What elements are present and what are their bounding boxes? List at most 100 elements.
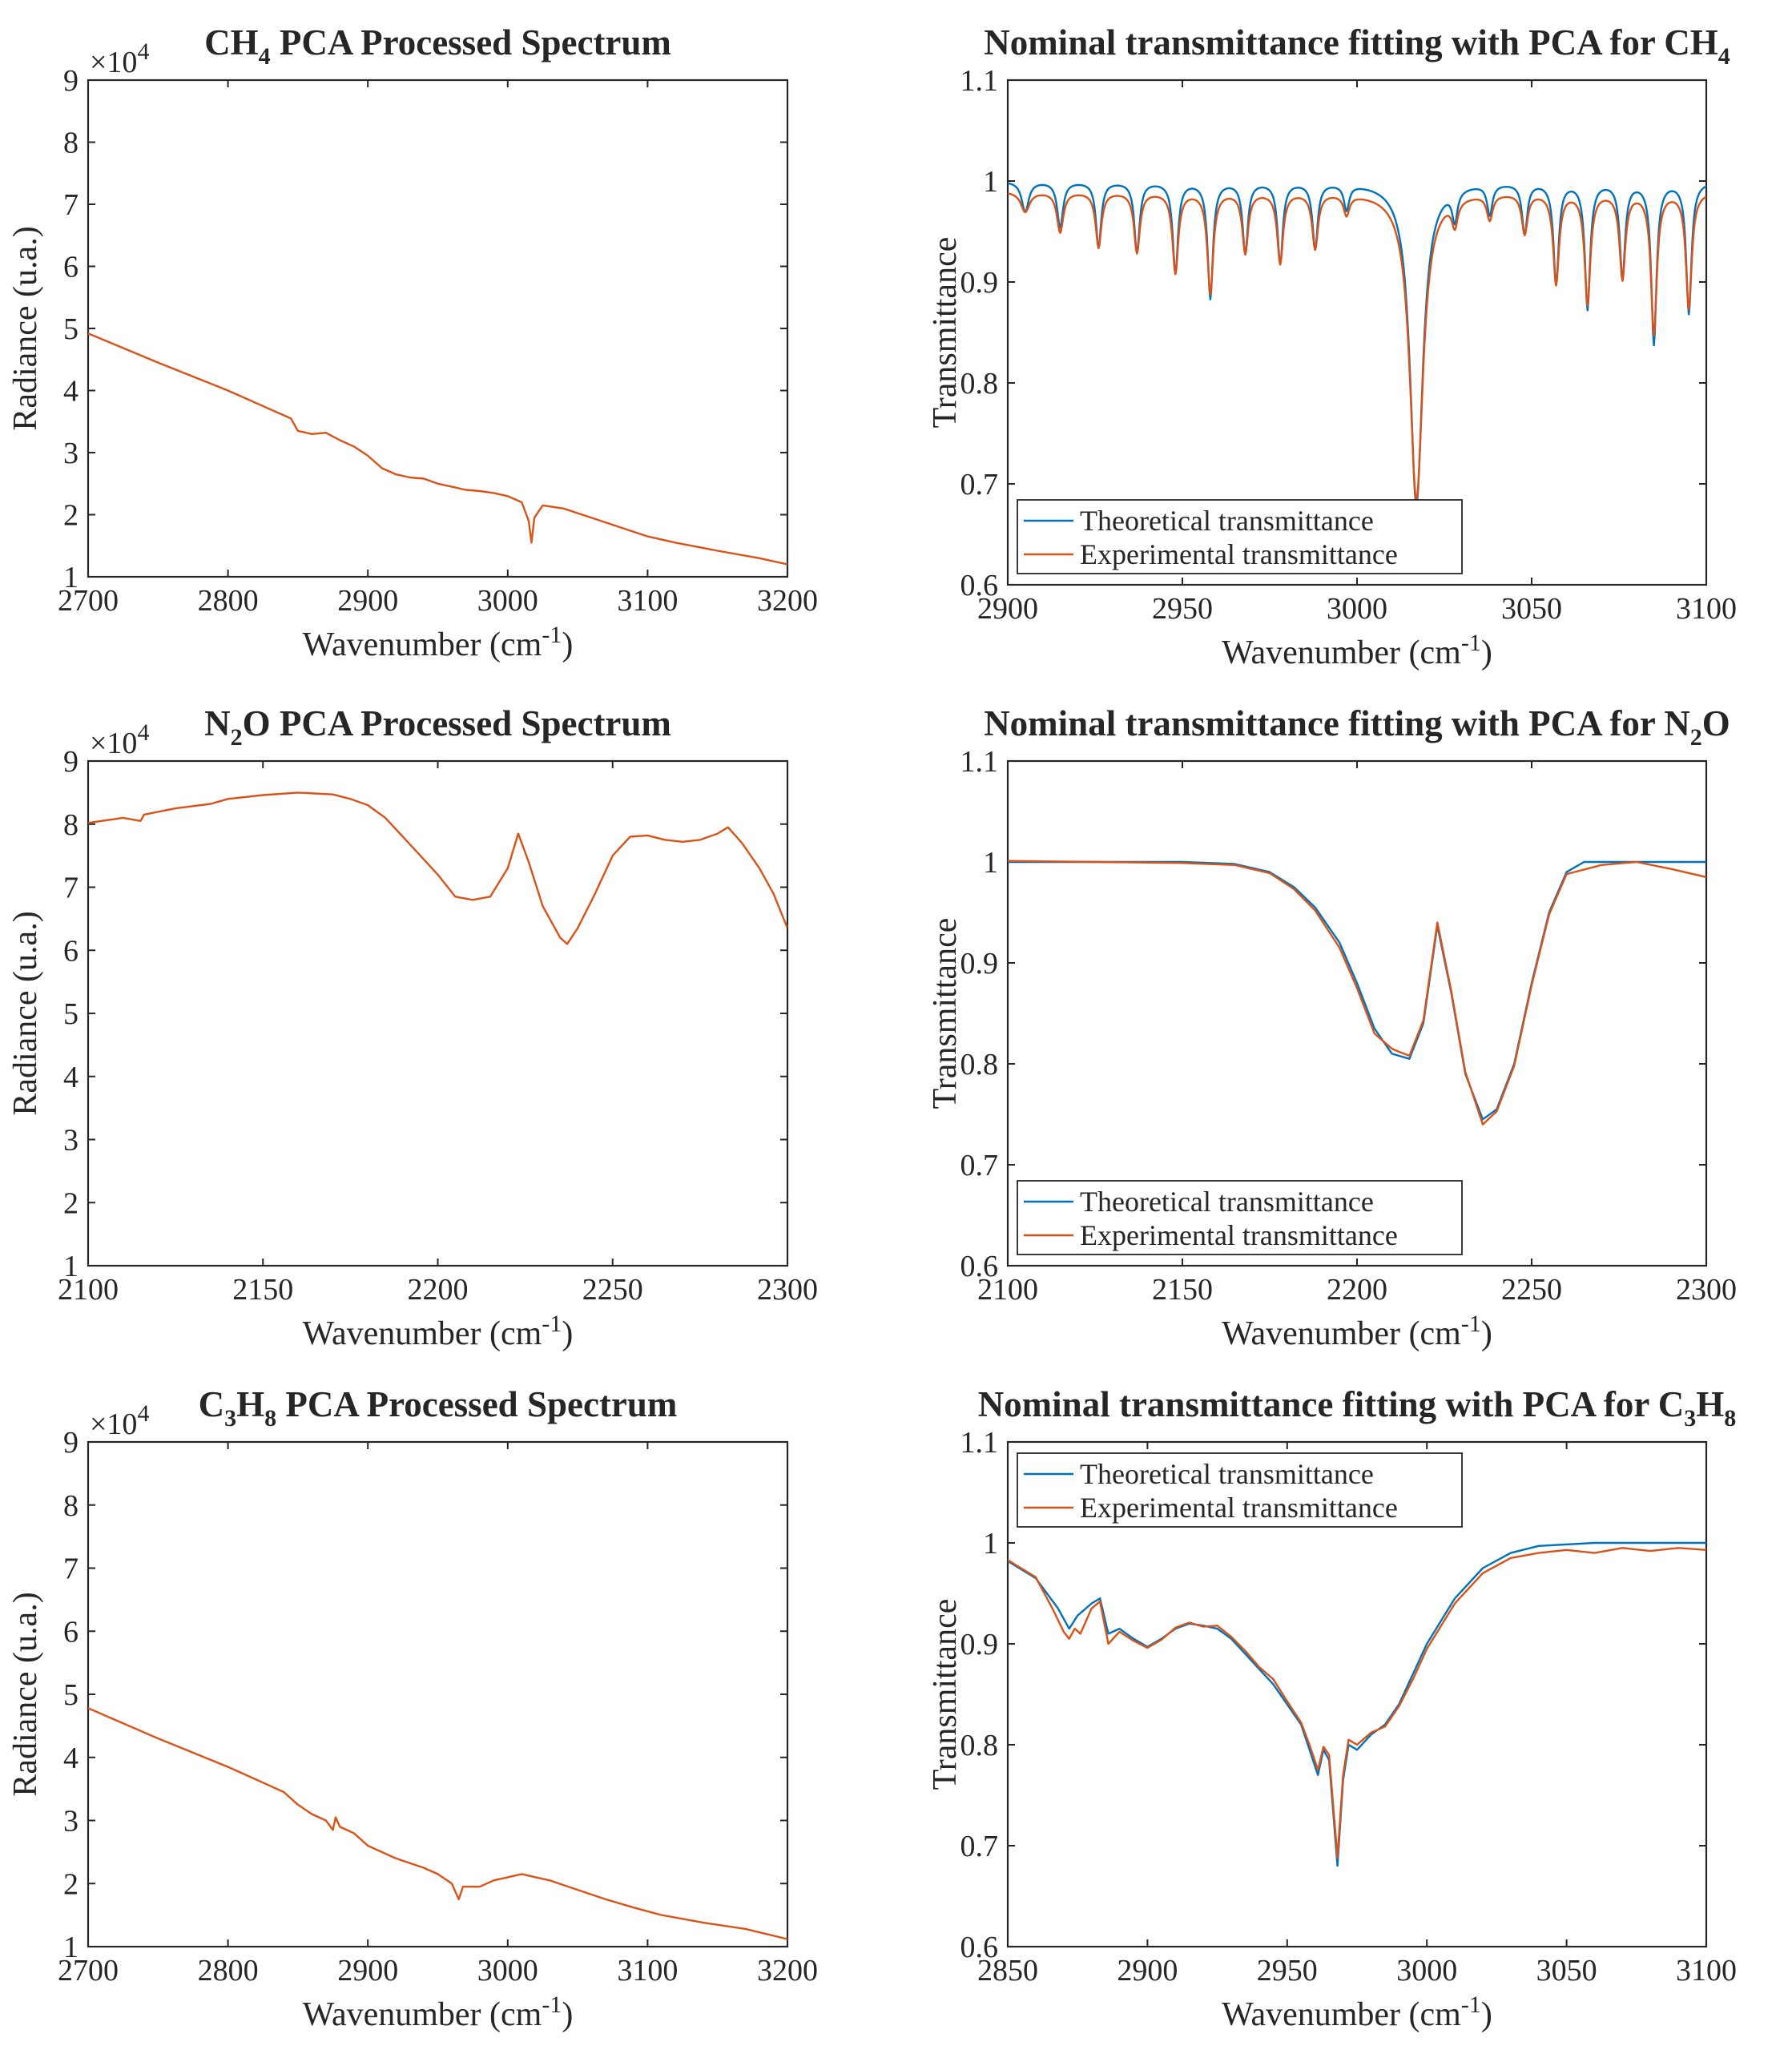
x-tick-label: 2300 xyxy=(1676,1273,1737,1307)
x-tick-label: 3100 xyxy=(617,584,678,618)
c3h8-spectrum-xlabel: Wavenumber (cm-1) xyxy=(303,1991,574,2033)
c3h8-fit-title: Nominal transmittance fitting with PCA f… xyxy=(978,1384,1737,1432)
c3h8-fit-panel: 2850 2900 2950 3000 3050 3100 0.6 0.7 0.8 0.9 1 1.1… xyxy=(927,1384,1737,2033)
ch4-fit-ylabel: Transmittance xyxy=(927,237,964,429)
y-tick-label: 6 xyxy=(63,251,79,284)
ch4-fit-legend-box xyxy=(1017,499,1463,574)
y-tick-label: 0.7 xyxy=(960,468,999,501)
y-tick-label: 7 xyxy=(63,188,79,222)
n2o-spectrum-axes-box xyxy=(87,759,789,1267)
x-tick-label: 2950 xyxy=(1257,1954,1318,1987)
y-tick-label: 1 xyxy=(983,846,998,880)
y-tick-label: 0.7 xyxy=(960,1149,999,1182)
x-tick-label: 2300 xyxy=(757,1273,818,1307)
x-tick-label: 2900 xyxy=(977,592,1038,626)
c3h8-fit-series-line xyxy=(1008,1541,1706,1867)
y-tick-label: 8 xyxy=(63,127,79,160)
legend-entry: Experimental transmittance xyxy=(1080,1492,1398,1524)
y-tick-label: 9 xyxy=(63,745,79,779)
y-tick-label: 2 xyxy=(63,1867,79,1901)
y-tick-label: 0.8 xyxy=(960,1729,999,1762)
x-tick-label: 3100 xyxy=(617,1954,678,1987)
c3h8-fit-series-line xyxy=(1008,1547,1706,1859)
y-tick-label: 5 xyxy=(63,1678,79,1712)
c3h8-fit-xlabel: Wavenumber (cm-1) xyxy=(1222,1991,1492,2033)
y-tick-label: 0.6 xyxy=(960,1931,999,1964)
x-tick-label: 3000 xyxy=(477,584,538,618)
y-multiplier: ×104 xyxy=(90,719,149,760)
y-tick-label: 1.1 xyxy=(960,745,999,779)
y-tick-label: 0.8 xyxy=(960,1048,999,1081)
y-tick-label: 9 xyxy=(63,64,79,98)
y-tick-label: 1 xyxy=(983,1527,998,1561)
y-tick-label: 0.9 xyxy=(960,947,999,981)
x-tick-label: 2850 xyxy=(977,1954,1038,1987)
x-tick-label: 2900 xyxy=(337,584,398,618)
n2o-spectrum-title: N2O PCA Processed Spectrum xyxy=(204,703,671,751)
y-tick-label: 3 xyxy=(63,437,79,470)
x-tick-label: 2800 xyxy=(198,584,259,618)
x-tick-label: 2800 xyxy=(198,1954,259,1987)
x-tick-label: 3200 xyxy=(757,1954,818,1987)
ch4-spectrum-series-line xyxy=(88,332,787,566)
y-tick-label: 4 xyxy=(63,1742,79,1775)
ch4-fit-title: Nominal transmittance fitting with PCA f… xyxy=(984,22,1730,70)
y-tick-label: 8 xyxy=(63,1489,79,1523)
c3h8-fit-ylabel: Transmittance xyxy=(927,1599,964,1790)
y-tick-label: 2 xyxy=(63,1186,79,1220)
y-tick-label: 0.9 xyxy=(960,266,999,300)
n2o-fit-xlabel: Wavenumber (cm-1) xyxy=(1222,1311,1492,1352)
c3h8-spectrum-ylabel: Radiance (u.a.) xyxy=(7,1592,44,1796)
n2o-spectrum-panel: 2100 2150 2200 2250 2300 1 2 3 4 5 6 7 8 9 ×104 N2O PCA… xyxy=(7,703,818,1352)
legend-entry: Theoretical transmittance xyxy=(1080,1458,1374,1490)
y-tick-label: 0.6 xyxy=(960,1250,999,1283)
y-tick-label: 1 xyxy=(63,561,79,594)
ch4-spectrum-panel: 2700 2800 2900 3000 3100 3200 1 2 3 4 5 6 7 8 9 ×104 CH4… xyxy=(7,22,818,663)
y-multiplier: ×104 xyxy=(90,1400,149,1441)
ch4-spectrum-axes-box xyxy=(87,79,789,578)
y-tick-label: 1 xyxy=(983,165,998,199)
n2o-fit-panel: 2100 2150 2200 2250 2300 0.6 0.7 0.8 0.9 1 1.1Nomi… xyxy=(927,703,1737,1352)
n2o-fit-ylabel: Transmittance xyxy=(927,918,964,1110)
x-tick-label: 3100 xyxy=(1676,1954,1737,1987)
x-tick-label: 3200 xyxy=(757,584,818,618)
ch4-spectrum-ylabel: Radiance (u.a.) xyxy=(7,226,44,430)
x-tick-label: 2250 xyxy=(1501,1273,1562,1307)
legend-entry: Experimental transmittance xyxy=(1080,1219,1398,1251)
n2o-spectrum-xlabel: Wavenumber (cm-1) xyxy=(303,1311,574,1352)
y-tick-label: 6 xyxy=(63,1615,79,1649)
y-tick-label: 0.8 xyxy=(960,367,999,401)
x-tick-label: 3000 xyxy=(1327,592,1387,626)
x-tick-label: 2100 xyxy=(977,1273,1038,1307)
c3h8-spectrum-panel: 2700 2800 2900 3000 3100 3200 1 2 3 4 5 6 7 8 9 ×104 C3H… xyxy=(7,1384,818,2033)
x-tick-label: 3100 xyxy=(1676,592,1737,626)
y-tick-label: 5 xyxy=(63,997,79,1031)
y-tick-label: 1.1 xyxy=(960,1426,999,1460)
x-tick-label: 2200 xyxy=(408,1273,469,1307)
legend-entry: Theoretical transmittance xyxy=(1080,505,1374,537)
x-tick-label: 2250 xyxy=(582,1273,643,1307)
y-tick-label: 8 xyxy=(63,808,79,842)
x-tick-label: 2900 xyxy=(1117,1954,1178,1987)
legend-entry: Theoretical transmittance xyxy=(1080,1186,1374,1218)
y-tick-label: 1.1 xyxy=(960,64,999,98)
c3h8-spectrum-title: C3H8 PCA Processed Spectrum xyxy=(199,1384,678,1432)
y-tick-label: 7 xyxy=(63,872,79,905)
legend-entry: Experimental transmittance xyxy=(1080,538,1398,570)
ch4-fit-series-line xyxy=(1008,192,1706,501)
ch4-fit-panel: 2900 2950 3000 3050 3100 0.6 0.7 0.8 0.9 1 1.1Nomi… xyxy=(927,22,1737,671)
y-tick-label: 4 xyxy=(63,375,79,409)
n2o-fit-legend-box xyxy=(1017,1180,1463,1255)
y-tick-label: 7 xyxy=(63,1553,79,1586)
x-tick-label: 3050 xyxy=(1536,1954,1597,1987)
x-tick-label: 3000 xyxy=(1396,1954,1457,1987)
x-tick-label: 2950 xyxy=(1152,592,1213,626)
c3h8-fit-legend-box xyxy=(1017,1452,1463,1528)
ch4-spectrum-title: CH4 PCA Processed Spectrum xyxy=(204,22,671,70)
x-tick-label: 3000 xyxy=(477,1954,538,1987)
y-tick-label: 4 xyxy=(63,1061,79,1094)
y-tick-label: 0.9 xyxy=(960,1628,999,1661)
y-tick-label: 2 xyxy=(63,499,79,533)
y-tick-label: 3 xyxy=(63,1124,79,1158)
n2o-spectrum-series-line xyxy=(88,791,787,945)
